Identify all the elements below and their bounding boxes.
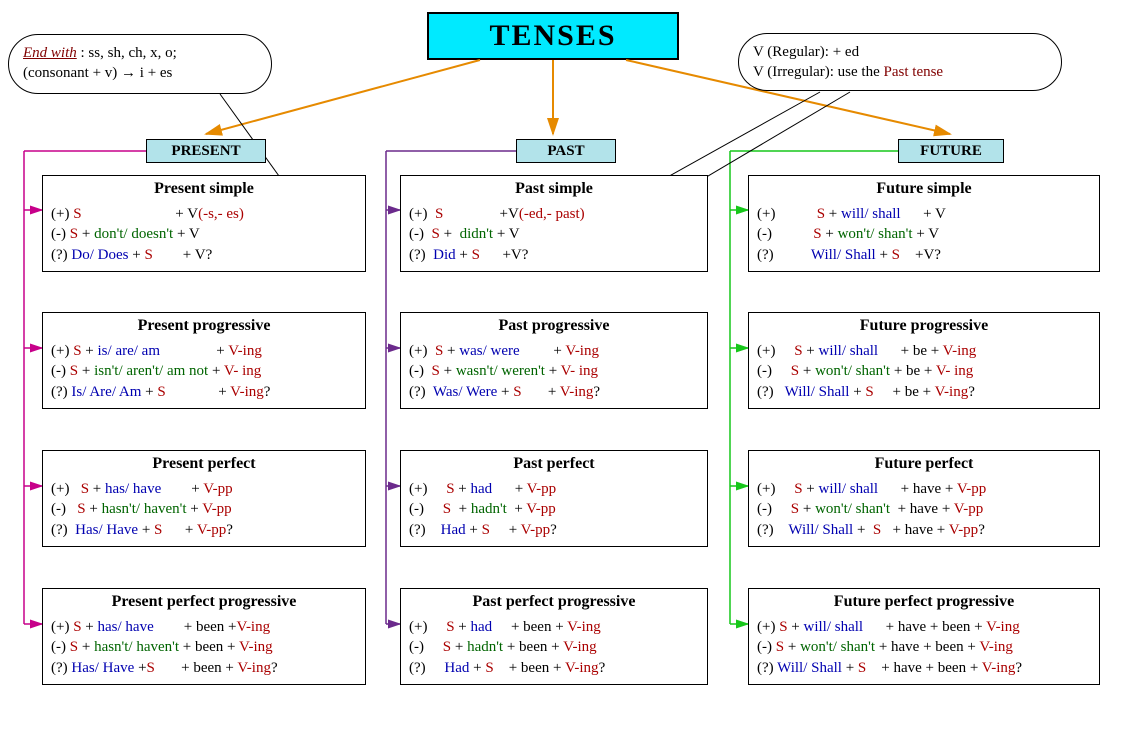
formula-row: (+) S + will/ shall + have + been + V-in… xyxy=(757,617,1091,637)
formula-row: (?) Has/ Have +S + been + V-ing? xyxy=(51,658,357,678)
box-present-1: Present progressive (+) S + is/ are/ am +… xyxy=(42,312,366,409)
formula-row: (-) S + hasn't/ haven't + V-pp xyxy=(51,499,357,519)
box-title: Future perfect progressive xyxy=(757,593,1091,611)
box-present-0: Present simple (+) S + V(-s,- es)(-) S + … xyxy=(42,175,366,272)
bubble-right: V (Regular): + ed V (Irregular): use the… xyxy=(738,33,1062,91)
box-present-3: Present perfect progressive (+) S + has/ … xyxy=(42,588,366,685)
box-future-1: Future progressive (+) S + will/ shall + … xyxy=(748,312,1100,409)
formula-row: (-) S + wasn't/ weren't + V- ing xyxy=(409,361,699,381)
formula-row: (+) S + will/ shall + V xyxy=(757,204,1091,224)
box-title: Past perfect progressive xyxy=(409,593,699,611)
box-past-2: Past perfect (+) S + had + V-pp(-) S + ha… xyxy=(400,450,708,547)
box-title: Future simple xyxy=(757,180,1091,198)
box-past-0: Past simple (+) S +V(-ed,- past)(-) S + d… xyxy=(400,175,708,272)
formula-row: (-) S + won't/ shan't + have + been + V-… xyxy=(757,637,1091,657)
box-future-2: Future perfect (+) S + will/ shall + have… xyxy=(748,450,1100,547)
box-present-2: Present perfect(+) S + has/ have + V-pp(… xyxy=(42,450,366,547)
box-title: Present perfect progressive xyxy=(51,593,357,611)
formula-row: (?) Will/ Shall + S + be + V-ing? xyxy=(757,382,1091,402)
formula-row: (+) S + was/ were + V-ing xyxy=(409,341,699,361)
box-title: Present simple xyxy=(51,180,357,198)
formula-row: (+) S + is/ are/ am + V-ing xyxy=(51,341,357,361)
formula-row: (-) S + won't/ shan't + have + V-pp xyxy=(757,499,1091,519)
formula-row: (+) S + will/ shall + have + V-pp xyxy=(757,479,1091,499)
box-title: Past progressive xyxy=(409,317,699,335)
formula-row: (?) Had + S + V-pp? xyxy=(409,520,699,540)
bubble-right-l2a: V (Irregular): use the xyxy=(753,64,884,80)
bubble-left-prefix: End with xyxy=(23,45,77,61)
formula-row: (-) S + hadn't + V-pp xyxy=(409,499,699,519)
box-past-3: Past perfect progressive (+) S + had + be… xyxy=(400,588,708,685)
formula-row: (?) Had + S + been + V-ing? xyxy=(409,658,699,678)
formula-row: (+) S + had + V-pp xyxy=(409,479,699,499)
bubble-left-rest: : ss, sh, ch, x, o; xyxy=(77,45,177,61)
formula-row: (+) S + has/ have + been +V-ing xyxy=(51,617,357,637)
formula-row: (+) S +V(-ed,- past) xyxy=(409,204,699,224)
box-title: Past simple xyxy=(409,180,699,198)
box-future-3: Future perfect progressive (+) S + will/ … xyxy=(748,588,1100,685)
formula-row: (-) S + didn't + V xyxy=(409,224,699,244)
formula-row: (-) S + hasn't/ haven't + been + V-ing xyxy=(51,637,357,657)
label-past: PAST xyxy=(516,139,616,163)
formula-row: (+) S + has/ have + V-pp xyxy=(51,479,357,499)
formula-row: (?) Has/ Have + S + V-pp? xyxy=(51,520,357,540)
box-title: Future perfect xyxy=(757,455,1091,473)
formula-row: (?) Was/ Were + S + V-ing? xyxy=(409,382,699,402)
formula-row: (-) S + don't/ doesn't + V xyxy=(51,224,357,244)
box-title: Present progressive xyxy=(51,317,357,335)
bubble-left-line2: (consonant + v) → i + es xyxy=(23,65,172,81)
formula-row: (?) Will/ Shall + S + have + V-pp? xyxy=(757,520,1091,540)
formula-row: (+) S + had + been + V-ing xyxy=(409,617,699,637)
formula-row: (+) S + will/ shall + be + V-ing xyxy=(757,341,1091,361)
label-future: FUTURE xyxy=(898,139,1004,163)
box-title: Future progressive xyxy=(757,317,1091,335)
formula-row: (-) S + won't/ shan't + be + V- ing xyxy=(757,361,1091,381)
label-present: PRESENT xyxy=(146,139,266,163)
formula-row: (?) Will/ Shall + S +V? xyxy=(757,245,1091,265)
formula-row: (?) Did + S +V? xyxy=(409,245,699,265)
bubble-right-l2b: Past tense xyxy=(884,64,944,80)
bubble-left: End with : ss, sh, ch, x, o; (consonant … xyxy=(8,34,272,94)
formula-row: (?) Will/ Shall + S + have + been + V-in… xyxy=(757,658,1091,678)
box-past-1: Past progressive (+) S + was/ were + V-in… xyxy=(400,312,708,409)
title-text: TENSES xyxy=(489,19,616,53)
formula-row: (?) Is/ Are/ Am + S + V-ing? xyxy=(51,382,357,402)
box-title: Past perfect xyxy=(409,455,699,473)
formula-row: (+) S + V(-s,- es) xyxy=(51,204,357,224)
bubble-right-l1: V (Regular): + ed xyxy=(753,44,859,60)
formula-row: (-) S + won't/ shan't + V xyxy=(757,224,1091,244)
formula-row: (-) S + hadn't + been + V-ing xyxy=(409,637,699,657)
box-future-0: Future simple (+) S + will/ shall + V(-) … xyxy=(748,175,1100,272)
title-box: TENSES xyxy=(427,12,679,60)
formula-row: (-) S + isn't/ aren't/ am not + V- ing xyxy=(51,361,357,381)
box-title: Present perfect xyxy=(51,455,357,473)
formula-row: (?) Do/ Does + S + V? xyxy=(51,245,357,265)
